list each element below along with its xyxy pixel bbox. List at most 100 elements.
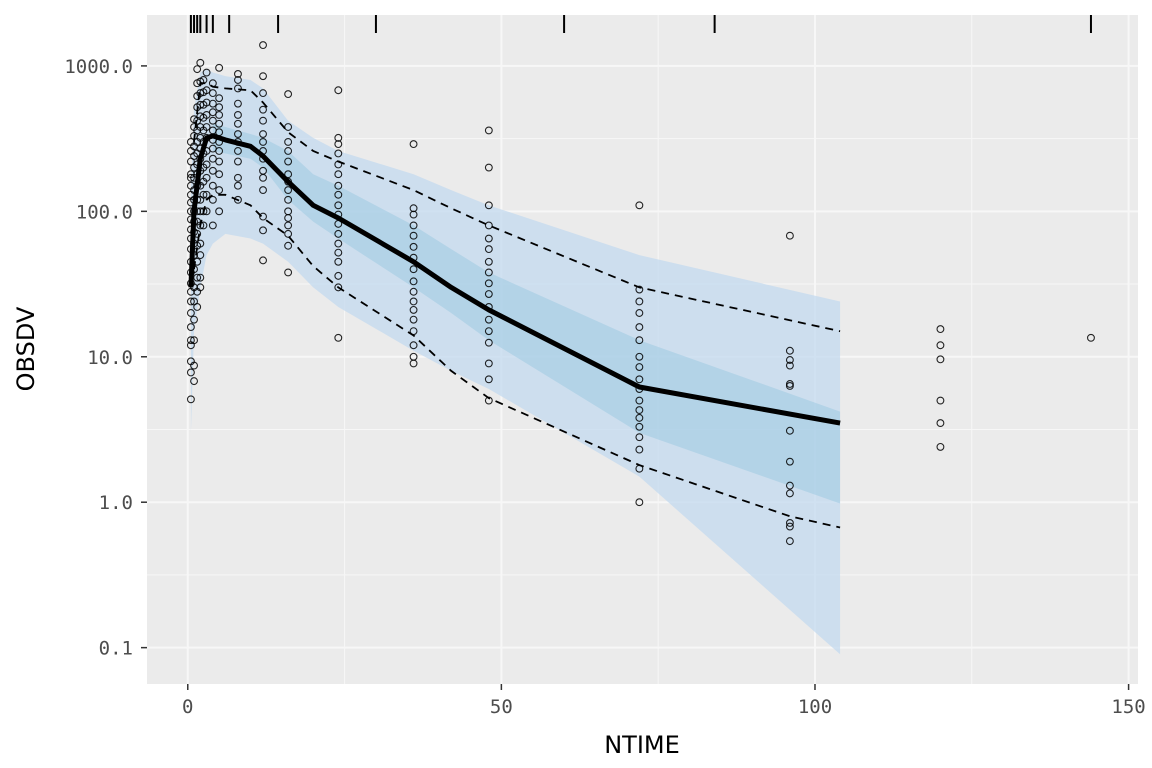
observed-point xyxy=(233,157,242,166)
y-tick-label: 1000.0 xyxy=(64,56,133,78)
observed-point xyxy=(635,323,644,332)
observed-point xyxy=(186,309,195,317)
observed-point xyxy=(196,58,205,67)
observed-point xyxy=(215,147,224,155)
observed-point xyxy=(334,333,343,342)
observed-point xyxy=(936,355,945,364)
observed-point xyxy=(334,283,343,292)
observed-point xyxy=(785,537,794,546)
observed-point xyxy=(334,190,343,199)
observed-point xyxy=(284,221,293,230)
observed-point xyxy=(259,89,267,98)
observed-point xyxy=(635,396,644,405)
observed-point xyxy=(484,279,493,288)
observed-point xyxy=(635,352,644,361)
observed-point xyxy=(936,325,945,334)
observed-point xyxy=(785,361,794,370)
observed-point xyxy=(193,303,202,311)
observed-point xyxy=(334,201,343,210)
observed-point xyxy=(190,315,198,324)
observed-point xyxy=(215,186,224,195)
observed-point xyxy=(785,356,794,364)
observed-point xyxy=(186,297,195,306)
observed-point xyxy=(199,190,208,199)
y-tick-label: 1.0 xyxy=(99,492,133,514)
y-tick-label: 100.0 xyxy=(76,201,133,223)
observed-point xyxy=(208,99,217,108)
observed-point xyxy=(215,110,224,119)
observed-point xyxy=(284,268,293,277)
observed-point xyxy=(785,457,794,466)
observed-point xyxy=(635,285,644,294)
median-line xyxy=(188,133,841,426)
observed-point xyxy=(208,195,217,204)
observed-point xyxy=(233,147,242,155)
observed-point xyxy=(284,170,293,179)
observed-point xyxy=(186,368,195,377)
percentile-lines xyxy=(188,82,841,529)
observed-point xyxy=(484,375,493,384)
observed-point xyxy=(334,86,343,95)
observed-point xyxy=(409,297,418,306)
observed-point xyxy=(635,413,644,422)
observed-point xyxy=(190,361,198,370)
observed-point xyxy=(233,84,242,93)
observed-point xyxy=(202,190,211,199)
observed-point xyxy=(190,377,198,386)
observed-point xyxy=(334,170,343,179)
observed-point xyxy=(215,207,224,216)
observed-point xyxy=(484,338,493,347)
observed-point xyxy=(334,149,343,158)
observed-point xyxy=(186,173,195,182)
observed-point xyxy=(196,273,205,282)
observed-point xyxy=(202,123,211,131)
observed-point xyxy=(284,90,293,99)
observed-point xyxy=(409,277,418,286)
observed-point xyxy=(409,352,418,361)
observed-point xyxy=(785,522,794,531)
observed-point xyxy=(635,498,644,507)
observed-point xyxy=(208,181,217,190)
observed-point xyxy=(635,375,644,384)
observed-point xyxy=(484,268,493,277)
observed-point xyxy=(202,68,211,77)
observed-point xyxy=(196,89,205,98)
observed-point xyxy=(409,287,418,296)
observed-point xyxy=(202,160,211,169)
observed-point xyxy=(484,290,493,298)
observed-point xyxy=(259,166,267,175)
observed-point xyxy=(233,119,242,128)
observed-point xyxy=(233,195,242,204)
observed-point xyxy=(785,426,794,435)
observed-point xyxy=(259,41,267,50)
observed-point xyxy=(186,395,195,404)
observed-point xyxy=(484,359,493,368)
observed-point xyxy=(208,154,217,163)
observed-point xyxy=(186,323,195,332)
x-tick-label: 100 xyxy=(798,696,832,718)
observed-point xyxy=(215,157,224,166)
prediction-interval-bands xyxy=(190,69,841,655)
observed-point xyxy=(409,231,418,240)
observed-point xyxy=(208,221,217,230)
x-tick-label: 0 xyxy=(182,696,193,718)
observed-point xyxy=(215,119,224,128)
observed-point xyxy=(233,130,242,138)
observed-point xyxy=(635,309,644,317)
observed-point xyxy=(635,445,644,454)
observed-point xyxy=(202,173,211,182)
observed-point xyxy=(259,212,267,221)
observed-point xyxy=(635,363,644,371)
observed-point xyxy=(233,110,242,119)
observed-point xyxy=(334,271,343,280)
observed-point xyxy=(484,234,493,243)
observed-point xyxy=(334,229,343,238)
observed-point xyxy=(484,201,493,210)
observed-point xyxy=(259,137,267,146)
observed-point xyxy=(215,170,224,179)
observed-point xyxy=(409,265,418,274)
observed-point xyxy=(196,239,205,248)
y-tick-label: 10.0 xyxy=(87,347,133,369)
observed-point xyxy=(484,126,493,135)
